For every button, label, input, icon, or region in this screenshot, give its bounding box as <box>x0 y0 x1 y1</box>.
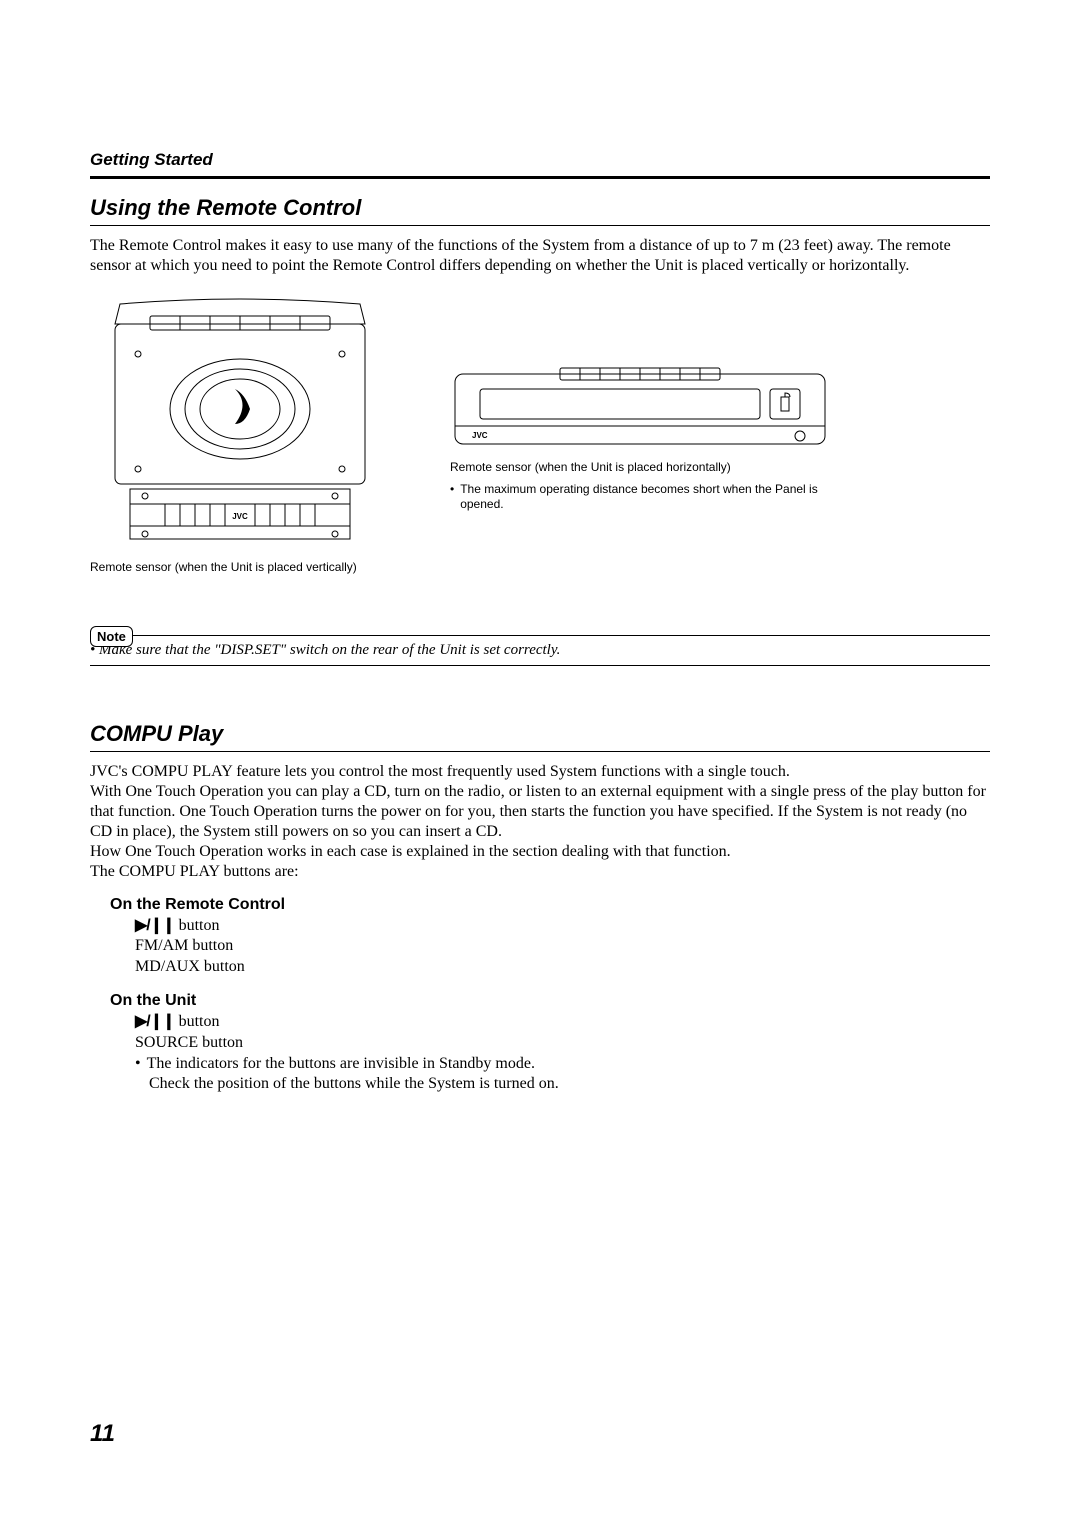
note-block: Note • Make sure that the "DISP.SET" swi… <box>90 616 990 666</box>
heading-compu: COMPU Play <box>90 721 990 747</box>
caption-vertical: Remote sensor (when the Unit is placed v… <box>90 560 410 576</box>
caption-horizontal: Remote sensor (when the Unit is placed h… <box>450 460 850 476</box>
list-item: MD/AUX button <box>135 957 990 978</box>
note-badge: Note <box>90 626 133 647</box>
logo-text: JVC <box>232 512 248 521</box>
list-item-label: button <box>179 916 220 937</box>
unit-note-line1: The indicators for the buttons are invis… <box>147 1054 535 1075</box>
para-remote: The Remote Control makes it easy to use … <box>90 236 990 276</box>
play-pause-icon: ▶/❙❙ <box>135 1012 175 1033</box>
list-item: SOURCE button <box>135 1033 990 1054</box>
heading-remote: Using the Remote Control <box>90 195 990 221</box>
figure-horizontal: JVC Remote sensor (when the Unit is plac… <box>450 364 850 513</box>
list-remote: ▶/❙❙ button FM/AM button MD/AUX button <box>135 916 990 978</box>
unit-vertical-illustration: JVC <box>90 294 390 554</box>
list-item: ▶/❙❙ button <box>135 916 990 937</box>
rule-under-heading2 <box>90 751 990 752</box>
logo-text-h: JVC <box>472 431 488 440</box>
unit-note: • The indicators for the buttons are inv… <box>135 1054 990 1096</box>
section-label: Getting Started <box>90 150 990 170</box>
unit-note-line2: Check the position of the buttons while … <box>149 1074 990 1095</box>
rule-under-heading1 <box>90 225 990 226</box>
note-text: • Make sure that the "DISP.SET" switch o… <box>90 642 990 659</box>
unit-horizontal-illustration: JVC <box>450 364 830 454</box>
bullet-dot-icon: • <box>450 482 454 513</box>
para-compu: JVC's COMPU PLAY feature lets you contro… <box>90 762 990 882</box>
bullet-dot-icon: • <box>135 1054 141 1075</box>
caption-horizontal-bullet: • The maximum operating distance becomes… <box>450 482 850 513</box>
figure-vertical: JVC Remote sensor (when the Unit is plac… <box>90 294 410 576</box>
subhead-remote: On the Remote Control <box>110 896 990 914</box>
list-unit: ▶/❙❙ button SOURCE button <box>135 1012 990 1054</box>
rule-top <box>90 176 990 179</box>
play-pause-icon: ▶/❙❙ <box>135 916 175 937</box>
list-item-label: button <box>179 1012 220 1033</box>
caption-horizontal-bullet-text: The maximum operating distance becomes s… <box>460 482 850 513</box>
subhead-unit: On the Unit <box>110 992 990 1010</box>
list-item: FM/AM button <box>135 936 990 957</box>
note-rule-bottom <box>90 665 990 666</box>
page-number: 11 <box>90 1420 115 1448</box>
figures-row: JVC Remote sensor (when the Unit is plac… <box>90 294 990 576</box>
note-rule <box>90 635 990 636</box>
list-item: ▶/❙❙ button <box>135 1012 990 1033</box>
